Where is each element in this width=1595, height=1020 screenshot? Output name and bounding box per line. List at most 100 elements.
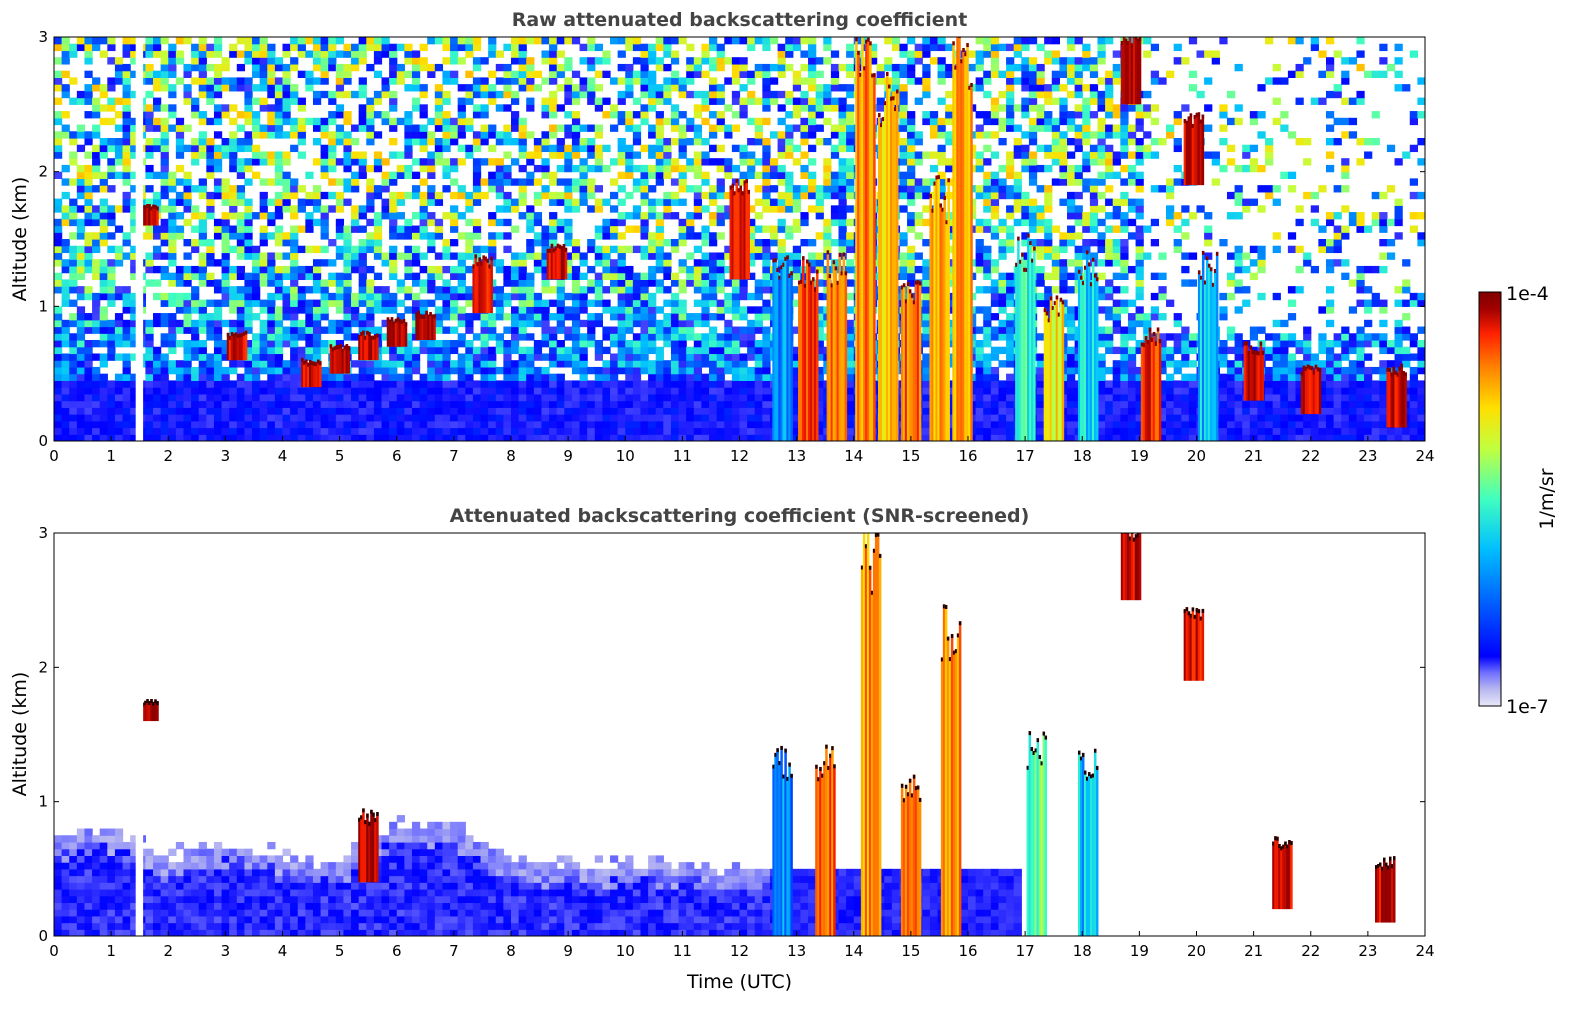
heatmap-cell bbox=[587, 420, 596, 429]
heatmap-cell bbox=[442, 111, 451, 119]
heatmap-cell bbox=[183, 272, 192, 280]
heatmap-cell bbox=[876, 63, 885, 72]
heatmap-cell bbox=[747, 239, 756, 247]
heatmap-cell bbox=[815, 191, 824, 200]
heatmap-cell bbox=[99, 360, 108, 368]
heatmap-cell bbox=[419, 124, 428, 132]
heatmap-cell bbox=[328, 90, 337, 99]
heatmap-cell bbox=[541, 138, 550, 146]
heatmap-cell bbox=[427, 393, 436, 402]
heatmap-cell bbox=[396, 313, 405, 321]
heatmap-cell bbox=[899, 63, 908, 72]
heatmap-cell bbox=[526, 387, 535, 395]
heatmap-cell bbox=[579, 407, 588, 415]
heatmap-cell bbox=[244, 387, 253, 395]
heatmap-cell bbox=[213, 185, 223, 193]
heatmap-cell bbox=[92, 265, 101, 274]
heatmap-cell bbox=[655, 319, 664, 328]
heatmap-cell bbox=[153, 380, 162, 388]
heatmap-cell bbox=[716, 414, 725, 422]
heatmap-cell bbox=[107, 292, 116, 301]
heatmap-cell bbox=[922, 151, 931, 159]
heatmap-cell bbox=[373, 387, 383, 395]
heatmap-cell bbox=[236, 191, 246, 200]
heatmap-cell bbox=[701, 272, 710, 280]
heatmap-cell bbox=[389, 63, 398, 72]
heatmap-cell bbox=[488, 70, 497, 78]
heatmap-cell bbox=[648, 97, 657, 105]
heatmap-cell bbox=[411, 427, 421, 435]
heatmap-cell bbox=[922, 218, 931, 227]
heatmap-cell bbox=[252, 313, 261, 321]
heatmap-cell bbox=[229, 306, 238, 314]
heatmap-cell bbox=[823, 171, 832, 179]
heatmap-cell bbox=[213, 191, 223, 200]
heatmap-cell bbox=[84, 360, 93, 368]
heatmap-cell bbox=[252, 279, 261, 287]
heatmap-cell bbox=[769, 171, 779, 179]
heatmap-cell bbox=[312, 77, 322, 85]
heatmap-cell bbox=[556, 393, 565, 402]
heatmap-cell bbox=[792, 70, 802, 78]
heatmap-cell bbox=[511, 37, 520, 45]
heatmap-cell bbox=[716, 158, 725, 166]
heatmap-cell bbox=[899, 265, 908, 274]
heatmap-cell bbox=[160, 164, 169, 173]
heatmap-cell bbox=[252, 265, 261, 274]
heatmap-cell bbox=[907, 77, 916, 85]
heatmap-cell bbox=[373, 299, 383, 307]
heatmap-cell bbox=[373, 191, 383, 200]
heatmap-cell bbox=[610, 360, 619, 368]
heatmap-cell bbox=[488, 50, 497, 58]
heatmap-cell bbox=[373, 218, 383, 227]
heatmap-cell bbox=[610, 178, 619, 186]
heatmap-cell bbox=[625, 245, 634, 254]
heatmap-cell bbox=[183, 340, 192, 348]
heatmap-cell bbox=[404, 286, 413, 294]
heatmap-cell bbox=[206, 393, 215, 402]
heatmap-cell bbox=[114, 353, 124, 361]
heatmap-cell bbox=[701, 225, 710, 233]
heatmap-cell bbox=[747, 366, 756, 375]
heatmap-cell bbox=[160, 299, 169, 307]
heatmap-cell bbox=[175, 340, 185, 348]
heatmap-cell bbox=[640, 252, 649, 260]
heatmap-cell bbox=[518, 333, 527, 341]
heatmap-cell bbox=[648, 407, 657, 415]
heatmap-cell bbox=[259, 265, 268, 274]
heatmap-cell bbox=[107, 387, 116, 395]
heatmap-cell bbox=[907, 218, 916, 227]
heatmap-cell bbox=[655, 306, 664, 314]
heatmap-cell bbox=[252, 400, 261, 408]
heatmap-cell bbox=[914, 265, 923, 274]
heatmap-cell bbox=[792, 225, 802, 233]
heatmap-cell bbox=[221, 218, 230, 227]
heatmap-cell bbox=[617, 306, 626, 314]
heatmap-cell bbox=[549, 191, 558, 200]
heatmap-cell bbox=[252, 286, 261, 294]
heatmap-cell bbox=[625, 191, 634, 200]
heatmap-cell bbox=[655, 427, 664, 435]
heatmap-cell bbox=[891, 70, 901, 78]
heatmap-cell bbox=[373, 37, 383, 45]
heatmap-cell bbox=[153, 434, 162, 441]
heatmap-cell bbox=[457, 84, 466, 92]
heatmap-cell bbox=[846, 63, 855, 72]
heatmap-cell bbox=[769, 37, 779, 45]
heatmap-cell bbox=[153, 97, 162, 105]
heatmap-cell bbox=[442, 313, 451, 321]
heatmap-cell bbox=[213, 50, 223, 58]
heatmap-cell bbox=[655, 252, 664, 260]
heatmap-cell bbox=[914, 218, 923, 227]
heatmap-cell bbox=[160, 292, 169, 301]
heatmap-cell bbox=[571, 286, 581, 294]
heatmap-cell bbox=[236, 225, 246, 233]
heatmap-cell bbox=[61, 353, 70, 361]
heatmap-cell bbox=[274, 340, 284, 348]
heatmap-cell bbox=[290, 414, 299, 422]
heatmap-cell bbox=[267, 158, 276, 166]
heatmap-cell bbox=[556, 144, 565, 153]
heatmap-cell bbox=[480, 84, 489, 92]
heatmap-cell bbox=[198, 387, 207, 395]
heatmap-cell bbox=[107, 333, 116, 341]
